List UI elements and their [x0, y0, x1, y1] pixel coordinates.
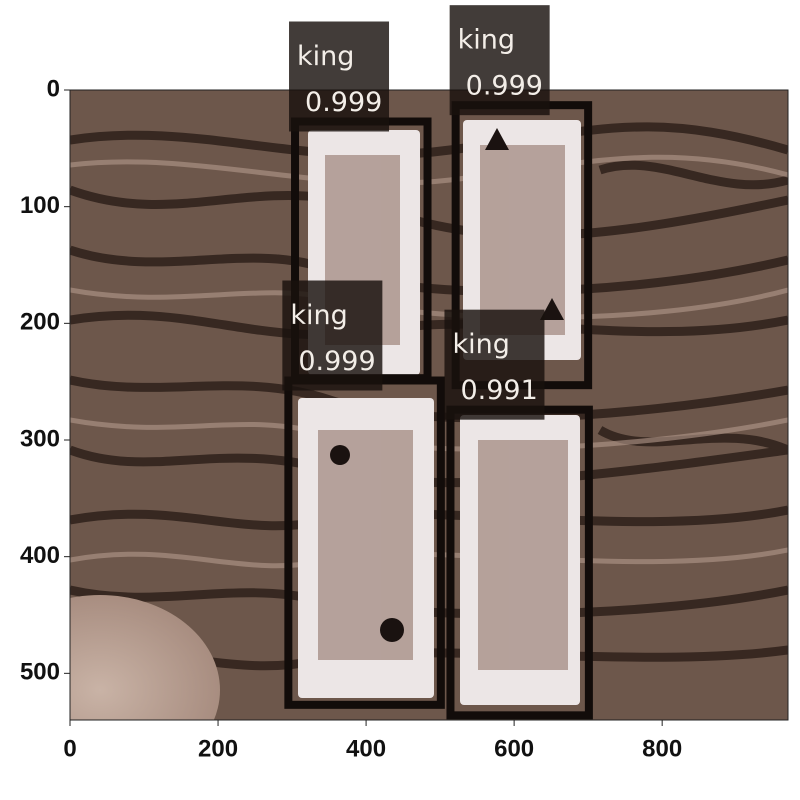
photo — [70, 90, 788, 720]
y-tick-label: 400 — [20, 542, 60, 569]
detection-label: king 0.999 — [289, 21, 390, 132]
score-label: 0.999 — [305, 87, 382, 118]
y-tick-label: 0 — [47, 75, 60, 102]
y-tick-label: 100 — [20, 192, 60, 219]
x-tick-label: 600 — [494, 735, 534, 762]
class-label: king — [452, 329, 509, 360]
detection-label: king 0.999 — [282, 280, 383, 391]
plot: 0 200 400 600 8000100200300400500king0.999ki… — [20, 5, 682, 762]
x-tick-label: 0 — [63, 735, 76, 762]
score-label: 0.999 — [298, 346, 375, 377]
cards — [298, 120, 581, 705]
y-tick-label: 300 — [20, 425, 60, 452]
y-tick-label: 200 — [20, 309, 60, 336]
axes-frame — [69, 89, 789, 721]
label-background — [449, 5, 550, 116]
x-tick-label: 400 — [346, 735, 386, 762]
x-tick-label: 200 — [198, 735, 238, 762]
score-label: 0.991 — [460, 375, 537, 406]
label-background — [282, 280, 383, 391]
detection-label: king 0.991 — [444, 309, 545, 420]
label-background — [444, 309, 545, 420]
score-label: 0.999 — [466, 71, 543, 102]
class-label: king — [458, 25, 515, 56]
class-label: king — [290, 300, 347, 331]
detection-label: king 0.999 — [449, 5, 550, 116]
x-tick-label: 800 — [642, 735, 682, 762]
y-tick-label: 500 — [20, 659, 60, 686]
class-label: king — [297, 41, 354, 72]
label-background — [289, 21, 390, 132]
